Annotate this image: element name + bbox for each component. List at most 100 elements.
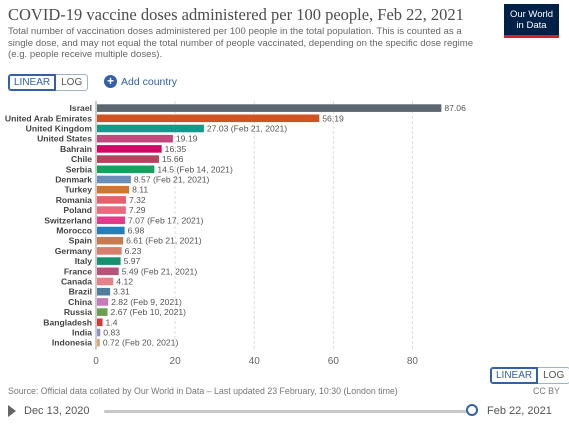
category-label: Russia — [64, 307, 92, 317]
data-label: 0.72 (Feb 20, 2021) — [103, 338, 179, 348]
category-label: Turkey — [64, 185, 92, 195]
category-label: Bangladesh — [43, 317, 92, 327]
category-label: Indonesia — [52, 338, 92, 348]
bar — [97, 145, 162, 153]
category-label: Switzerland — [44, 215, 92, 225]
bar — [97, 165, 155, 174]
log-scale-button[interactable]: LOG — [56, 74, 89, 91]
add-country-label: Add country — [121, 75, 178, 88]
data-label: 15.66 — [162, 154, 184, 164]
add-country-button[interactable]: + Add country — [104, 75, 177, 88]
bar — [97, 155, 159, 163]
bar — [97, 308, 108, 316]
category-label: United States — [37, 134, 92, 144]
data-label: 19.19 — [176, 134, 198, 144]
category-label: Italy — [75, 256, 92, 266]
data-label: 5.49 (Feb 21, 2021) — [122, 266, 198, 276]
data-label: 1.4 — [106, 317, 118, 327]
linear-scale-button[interactable]: LINEAR — [8, 74, 57, 91]
x-tick-label-20: 20 — [170, 356, 182, 367]
bar — [97, 114, 320, 123]
bar — [97, 185, 130, 194]
bar — [97, 175, 131, 184]
x-tick-label-60: 60 — [328, 356, 340, 367]
category-label: Germany — [55, 246, 92, 256]
data-label: 27.03 (Feb 21, 2021) — [207, 124, 287, 134]
category-label: Morocco — [56, 226, 92, 236]
bar — [97, 206, 126, 214]
category-label: Romania — [56, 195, 93, 205]
timeline: Dec 13, 2020 Feb 22, 2021 — [0, 400, 569, 422]
data-label: 8.11 — [132, 185, 148, 195]
license-link[interactable]: CC BY — [533, 386, 560, 396]
category-label: France — [64, 266, 92, 276]
data-label: 7.32 — [129, 195, 146, 205]
category-label: Chile — [71, 154, 92, 164]
category-label: Poland — [63, 205, 92, 215]
data-label: 6.61 (Feb 21, 2021) — [126, 236, 202, 246]
timeline-track[interactable] — [104, 410, 474, 413]
data-label: 2.67 (Feb 10, 2021) — [111, 307, 187, 317]
bar — [97, 134, 173, 143]
owid-logo[interactable]: Our World in Data — [504, 4, 559, 38]
x-tick-label-0: 0 — [93, 356, 99, 367]
data-label: 16.35 — [165, 144, 187, 154]
bar — [97, 247, 122, 255]
chart-title: COVID-19 vaccine doses administered per … — [8, 5, 464, 24]
bar — [97, 267, 119, 276]
category-label: India — [72, 328, 92, 338]
logo-line-1: Our World — [509, 9, 554, 20]
scale-toggle-bottom: LINEAR LOG — [490, 367, 569, 384]
data-label: 56.19 — [322, 113, 344, 123]
data-label: 3.31 — [113, 287, 130, 297]
play-icon[interactable] — [8, 405, 16, 417]
data-label: 4.12 — [116, 277, 133, 287]
data-label: 87.06 — [444, 103, 466, 113]
bar — [97, 318, 103, 327]
timeline-start-date: Dec 13, 2020 — [24, 405, 90, 417]
logo-line-2: in Data — [516, 20, 547, 31]
category-label: United Kingdom — [26, 124, 93, 134]
data-label: 7.07 (Feb 17, 2021) — [128, 215, 204, 225]
plus-icon: + — [104, 75, 117, 88]
data-label: 6.23 — [125, 246, 142, 256]
bar — [97, 196, 126, 204]
bar-chart: 0 20 40 60 80 Israel 87.06 United Arab Emirates… — [5, 101, 466, 367]
bar — [97, 338, 100, 347]
category-label: Denmark — [55, 175, 92, 185]
category-label: United Arab Emirates — [5, 113, 92, 123]
timeline-end-date: Feb 22, 2021 — [487, 405, 552, 417]
bar — [97, 236, 124, 245]
category-label: Israel — [70, 103, 92, 113]
data-label: 0.83 — [103, 328, 120, 338]
linear-scale-button-bottom[interactable]: LINEAR — [490, 367, 539, 384]
bar — [97, 124, 204, 133]
data-label: 2.82 (Feb 9, 2021) — [111, 297, 182, 307]
timeline-handle[interactable] — [466, 404, 478, 416]
data-label: 5.97 — [124, 256, 141, 266]
log-scale-button-bottom[interactable]: LOG — [538, 367, 569, 384]
category-label: Brazil — [69, 287, 92, 297]
data-label: 14.5 (Feb 14, 2021) — [157, 164, 233, 174]
category-label: Spain — [69, 236, 92, 246]
bar — [97, 328, 101, 337]
category-label: Canada — [61, 277, 92, 287]
bar — [97, 298, 109, 306]
data-label: 6.98 — [128, 226, 145, 236]
category-label: China — [68, 297, 92, 307]
bar — [97, 277, 114, 286]
bar — [97, 226, 125, 235]
bar — [97, 104, 442, 112]
data-label: 7.29 — [129, 205, 146, 215]
x-tick-label-40: 40 — [249, 356, 261, 367]
x-tick-label-80: 80 — [407, 356, 419, 367]
data-label: 8.57 (Feb 21, 2021) — [134, 175, 210, 185]
chart-subtitle: Total number of vaccination doses admini… — [8, 26, 474, 60]
bar — [97, 216, 125, 225]
category-label: Bahrain — [60, 144, 92, 154]
bar — [97, 257, 121, 265]
category-label: Serbia — [66, 164, 92, 174]
source-note: Source: Official data collated by Our Wo… — [8, 386, 398, 396]
scale-toggle-top: LINEAR LOG — [8, 74, 89, 91]
bar — [97, 287, 111, 296]
